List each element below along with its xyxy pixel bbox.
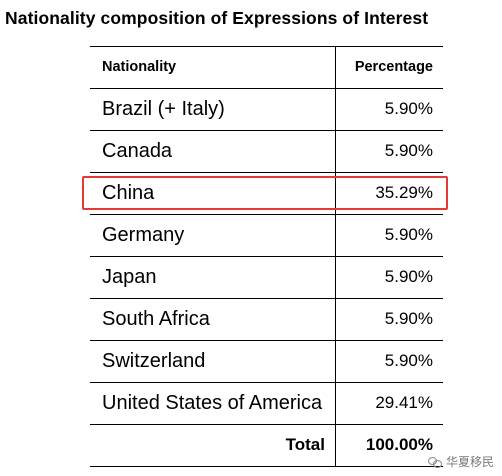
table-row: Canada 5.90% (90, 130, 443, 172)
percentage-cell: 5.90% (384, 309, 433, 328)
wechat-icon (427, 456, 442, 468)
percentage-cell: 5.90% (384, 351, 433, 370)
percentage-cell: 5.90% (384, 99, 433, 118)
highlight-box (82, 176, 448, 210)
table-row-highlighted: China 35.29% (90, 172, 443, 214)
total-label: Total (285, 435, 325, 454)
table-rule (90, 382, 443, 383)
table-row: South Africa 5.90% (90, 298, 443, 340)
nationality-cell: Germany (102, 224, 185, 246)
total-percentage: 100.00% (365, 435, 433, 454)
table-rule-bottom (90, 466, 443, 467)
nationality-cell: South Africa (102, 308, 210, 330)
nationality-cell: Brazil (+ Italy) (102, 98, 225, 120)
table-rule (90, 424, 443, 425)
percentage-cell: 29.41% (375, 393, 433, 412)
watermark-text: 华夏移民 (445, 455, 494, 469)
header-percentage: Percentage (354, 59, 433, 75)
table-row: United States of America 29.41% (90, 382, 443, 424)
table-total-row: Total 100.00% (90, 424, 443, 466)
nationality-cell: Switzerland (102, 350, 206, 372)
percentage-cell: 5.90% (384, 141, 433, 160)
percentage-cell: 5.90% (384, 267, 433, 286)
percentage-cell: 35.29% (375, 183, 433, 202)
table-row: Japan 5.90% (90, 256, 443, 298)
table-row: Brazil (+ Italy) 5.90% (90, 88, 443, 130)
table-row: Germany 5.90% (90, 214, 443, 256)
table-rule (90, 130, 443, 131)
column-divider (335, 46, 336, 466)
nationality-cell: Canada (102, 140, 173, 162)
table-rule (90, 88, 443, 89)
nationality-cell: United States of America (102, 392, 323, 414)
page-title: Nationality composition of Expressions o… (5, 8, 429, 28)
table-rule (90, 298, 443, 299)
header-nationality: Nationality (102, 59, 177, 75)
table-header-row: Nationality Percentage (90, 46, 443, 88)
nationality-cell: China (102, 182, 155, 204)
table-rule (90, 172, 443, 173)
nationality-cell: Japan (102, 266, 157, 288)
table-row: Switzerland 5.90% (90, 340, 443, 382)
table-rule (90, 214, 443, 215)
table-rule (90, 256, 443, 257)
watermark: 华夏移民 (427, 453, 494, 470)
table-rule-top (90, 46, 443, 47)
table-rule (90, 340, 443, 341)
percentage-cell: 5.90% (384, 225, 433, 244)
